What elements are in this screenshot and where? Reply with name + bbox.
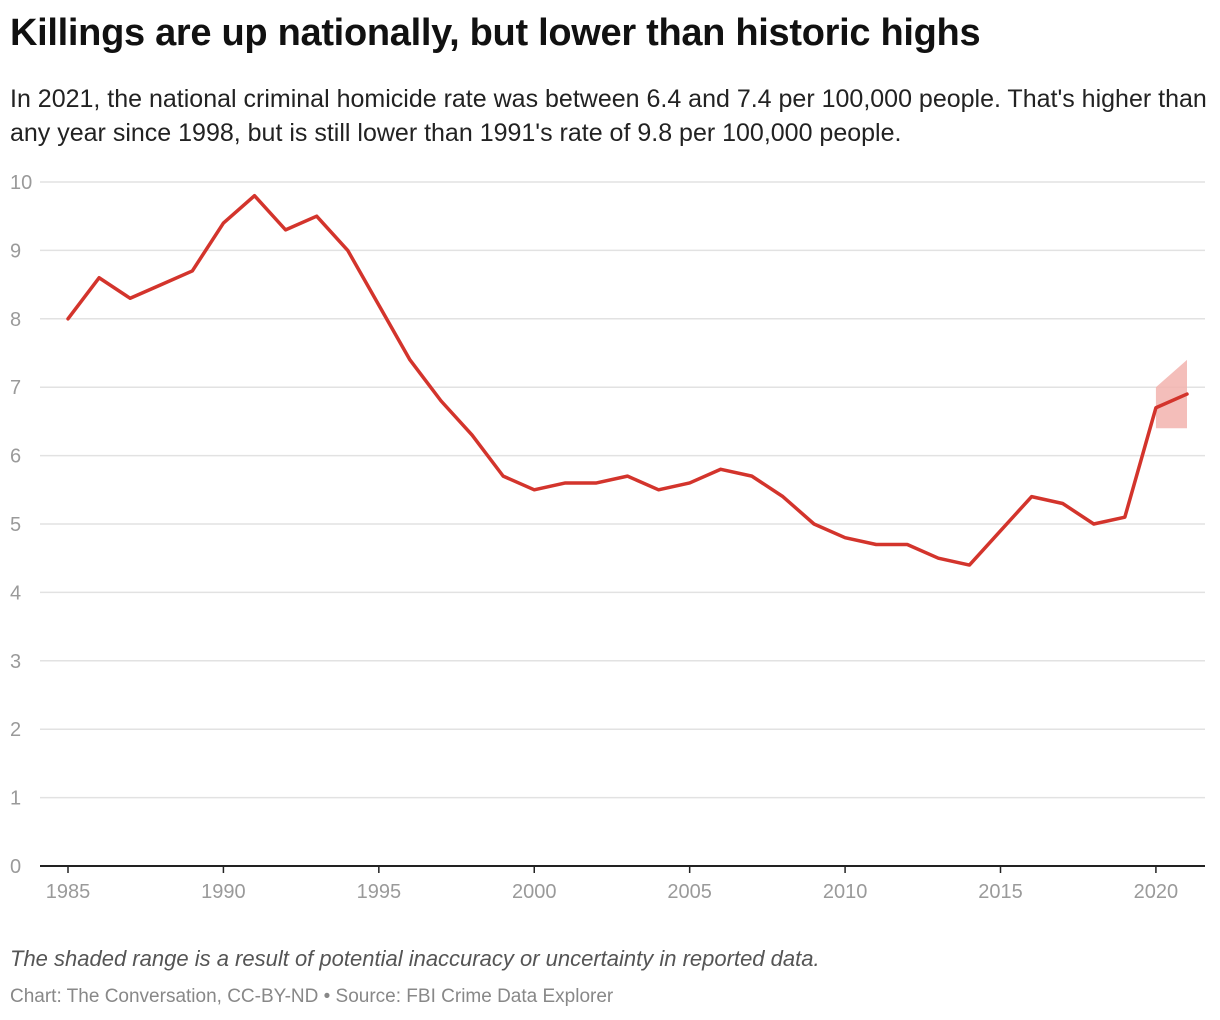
uncertainty-band-layer xyxy=(1155,359,1187,429)
chart-note: The shaded range is a result of potentia… xyxy=(10,946,820,971)
y-tick-label: 4 xyxy=(10,582,21,604)
y-tick-label: 5 xyxy=(10,514,21,536)
y-tick-label: 6 xyxy=(10,446,21,468)
series-line-layer xyxy=(66,193,1189,567)
x-axis xyxy=(40,865,1205,873)
x-tick-label: 1985 xyxy=(46,881,91,903)
x-tick-label: 2020 xyxy=(1134,881,1179,903)
x-axis-tick-labels: 1985 1990 1995 2000 2005 2010 2015 2020 xyxy=(46,881,1178,903)
y-tick-label: 1 xyxy=(10,788,21,810)
x-tick-label: 1995 xyxy=(357,881,402,903)
x-tick-label: 1990 xyxy=(201,881,246,903)
chart-credit: Chart: The Conversation, CC-BY-ND • Sour… xyxy=(10,986,614,1007)
homicide-rate-line-chart: 0 1 2 3 4 5 6 7 8 9 10 1985 1990 1995 2000 2005 2010 201… xyxy=(10,172,1205,903)
y-tick-label: 9 xyxy=(10,240,21,262)
gridlines xyxy=(40,181,1205,799)
chart-subtitle: In 2021, the national criminal homicide … xyxy=(10,85,1207,147)
y-tick-label: 2 xyxy=(10,719,21,741)
x-tick-label: 2005 xyxy=(667,881,712,903)
y-tick-label: 7 xyxy=(10,377,21,399)
x-tick-label: 2000 xyxy=(512,881,557,903)
x-tick-label: 2010 xyxy=(823,881,868,903)
y-tick-label: 8 xyxy=(10,309,21,331)
x-tick-label: 2015 xyxy=(978,881,1023,903)
y-tick-label: 3 xyxy=(10,651,21,673)
uncertainty-band xyxy=(1155,359,1187,429)
chart-title: Killings are up nationally, but lower th… xyxy=(10,12,981,54)
y-tick-label: 10 xyxy=(10,172,32,194)
y-tick-label: 0 xyxy=(10,856,21,878)
y-axis-tick-labels: 0 1 2 3 4 5 6 7 8 9 10 xyxy=(10,172,32,878)
